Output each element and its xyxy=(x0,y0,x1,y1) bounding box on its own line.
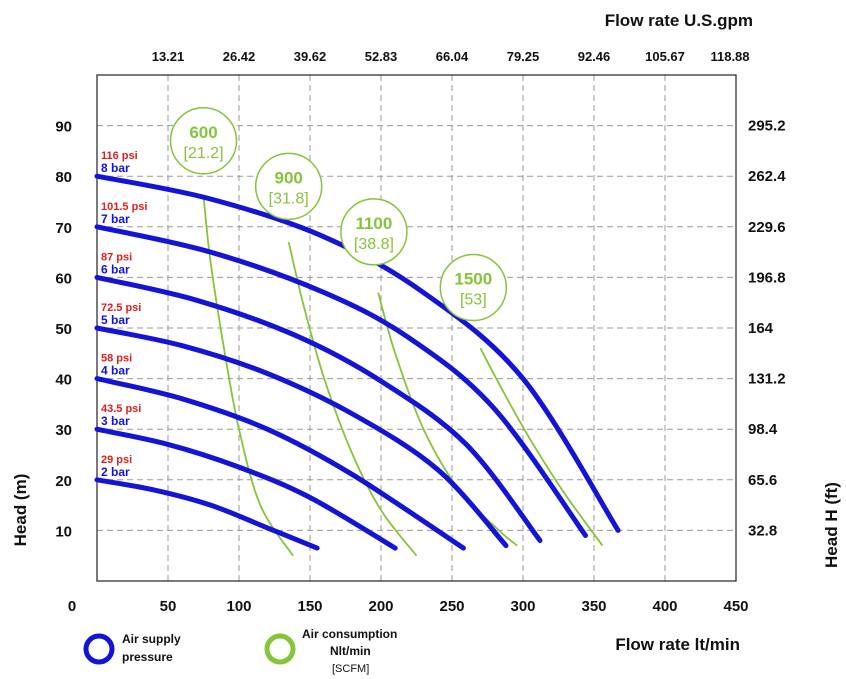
air-consumption-lines xyxy=(202,196,604,557)
y-right-tick-label: 131.2 xyxy=(748,371,786,388)
x-top-tick-label: 52.83 xyxy=(365,49,398,64)
legend: Air supply pressure Air consumption Nlt/… xyxy=(83,627,397,675)
left-axis-title: Head (m) xyxy=(11,474,30,547)
pressure-line xyxy=(94,477,320,551)
y-right-tick-label: 196.8 xyxy=(748,269,786,286)
bar-label: 7 bar xyxy=(101,212,130,226)
air-bubble-scfm: [38.8] xyxy=(354,236,394,253)
y-right-tick-label: 98.4 xyxy=(748,421,778,438)
bar-label: 4 bar xyxy=(101,364,130,378)
air-bubble-scfm: [21.2] xyxy=(183,145,223,162)
x-bottom-tick-label: 150 xyxy=(297,598,322,615)
bar-label: 3 bar xyxy=(101,414,130,428)
y-left-tick-label: 40 xyxy=(55,372,72,389)
y-right-tick-label: 65.6 xyxy=(748,472,777,489)
air-bubble xyxy=(439,253,508,322)
psi-label: 116 psi xyxy=(101,150,138,162)
bottom-axis-title: Flow rate lt/min xyxy=(615,635,740,654)
y-left-tick-label: 90 xyxy=(55,119,72,136)
top-axis-title: Flow rate U.S.gpm xyxy=(605,11,753,30)
pressure-lines xyxy=(94,173,621,551)
x-top-tick-label: 118.88 xyxy=(710,49,749,64)
right-axis-title: Head H (ft) xyxy=(822,482,841,568)
x-bottom-tick-label: 350 xyxy=(581,598,606,615)
pressure-line xyxy=(94,224,588,538)
air-bubble-nlt: 900 xyxy=(275,168,303,187)
y-right-tick-label: 262.4 xyxy=(748,168,786,185)
air-consumption-line xyxy=(377,292,518,547)
x-top-tick-label: 26.42 xyxy=(223,49,256,64)
y-right-tick-label: 164 xyxy=(748,320,774,337)
x-top-tick-label: 39.62 xyxy=(294,49,327,64)
air-bubble xyxy=(169,107,238,175)
psi-label: 29 psi xyxy=(101,454,132,466)
y-left-tick-label: 70 xyxy=(55,220,72,237)
legend-air-text-1: Air consumption xyxy=(302,627,397,641)
y-left-tick-label: 30 xyxy=(55,422,72,439)
legend-air-text-2: Nlt/min xyxy=(330,644,371,658)
psi-label: 87 psi xyxy=(101,251,132,263)
y-right-tick-label: 32.8 xyxy=(748,522,777,539)
x-bottom-tick-label: 400 xyxy=(652,598,677,615)
x-top-tick-label: 105.67 xyxy=(645,49,685,64)
x-bottom-tick-label: 0 xyxy=(68,598,76,615)
pressure-line xyxy=(94,426,398,551)
psi-label: 58 psi xyxy=(101,353,132,365)
x-top-tick-label: 66.04 xyxy=(436,49,469,64)
air-bubble-nlt: 1100 xyxy=(355,214,392,233)
air-bubble-scfm: [53] xyxy=(460,292,487,309)
air-bubble-scfm: [31.8] xyxy=(269,190,309,207)
y-right-tick-label: 295.2 xyxy=(748,118,786,135)
legend-pressure-text-1: Air supply xyxy=(122,632,181,646)
pressure-line xyxy=(94,376,466,551)
grid xyxy=(97,75,736,581)
air-bubble xyxy=(340,198,408,266)
x-top-tick-label: 92.46 xyxy=(578,49,611,64)
air-consumption-line xyxy=(287,241,418,557)
tick-labels: 0 50 100 150 200 250 300 350 400 450 13.21 26.42 39.… xyxy=(55,49,786,615)
y-left-tick-label: 60 xyxy=(55,270,72,287)
air-consumption-line xyxy=(479,347,604,547)
psi-label: 101.5 psi xyxy=(101,201,147,213)
x-bottom-tick-label: 250 xyxy=(439,598,464,615)
air-consumption-line xyxy=(202,196,294,557)
air-bubble-nlt: 1500 xyxy=(454,270,492,289)
y-left-tick-label: 10 xyxy=(55,523,72,540)
psi-label: 43.5 psi xyxy=(101,403,141,415)
air-bubble-nlt: 600 xyxy=(189,123,217,142)
pressure-line xyxy=(94,325,509,549)
legend-air-icon xyxy=(264,633,296,665)
bar-label: 8 bar xyxy=(101,161,130,175)
x-bottom-tick-label: 50 xyxy=(160,598,177,615)
y-left-tick-label: 50 xyxy=(55,321,72,338)
pressure-line xyxy=(94,173,621,533)
x-bottom-tick-label: 100 xyxy=(226,598,251,615)
y-left-tick-label: 80 xyxy=(55,169,72,186)
legend-pressure-text-2: pressure xyxy=(122,650,173,664)
y-left-tick-label: 20 xyxy=(55,473,72,490)
psi-label: 72.5 psi xyxy=(101,302,141,314)
bar-label: 6 bar xyxy=(101,262,130,276)
bar-label: 5 bar xyxy=(101,313,130,327)
x-top-tick-label: 79.25 xyxy=(507,49,540,64)
x-bottom-tick-label: 200 xyxy=(368,598,393,615)
x-top-tick-label: 13.21 xyxy=(152,49,185,64)
pressure-line xyxy=(94,274,543,543)
legend-air-text-3: [SCFM] xyxy=(332,663,369,675)
y-right-tick-label: 229.6 xyxy=(748,219,786,236)
x-bottom-tick-label: 300 xyxy=(510,598,535,615)
air-consumption-bubbles: 600 [21.2] 900 [31.8] 1100 [38.8] 1500 [53] xyxy=(169,107,508,322)
x-bottom-tick-label: 450 xyxy=(723,598,748,615)
bar-label: 2 bar xyxy=(101,465,130,479)
air-bubble xyxy=(254,152,323,221)
legend-pressure-icon xyxy=(83,633,115,665)
